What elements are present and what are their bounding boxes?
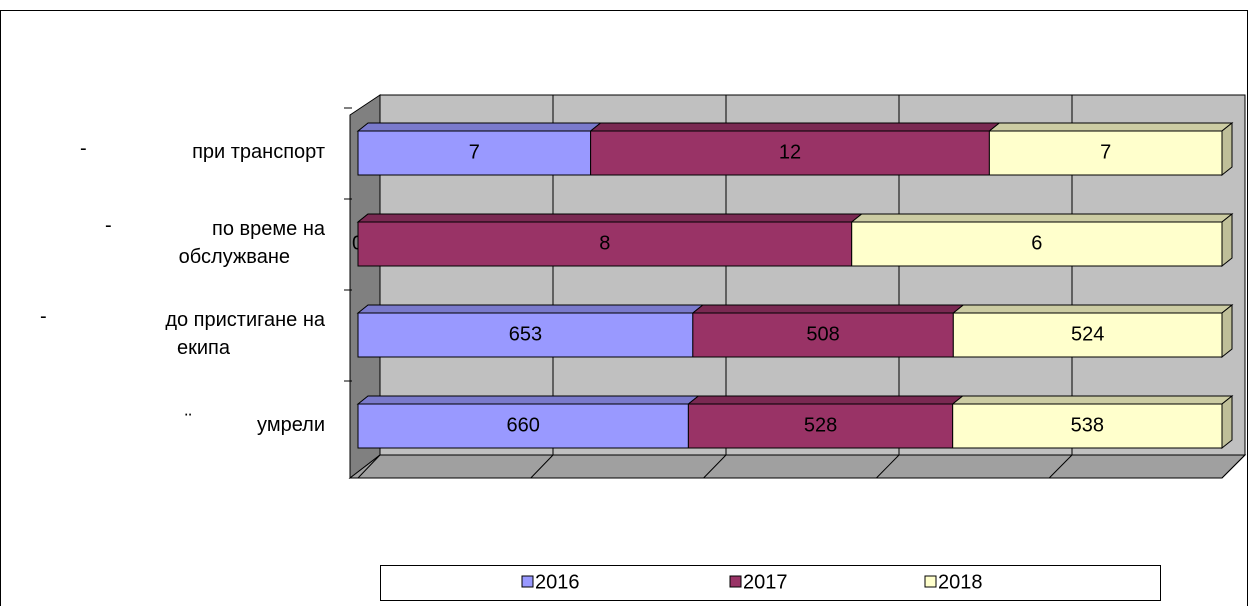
data-label: 528	[804, 414, 837, 436]
grid-line	[1048, 454, 1073, 479]
category-marker: -	[105, 214, 112, 236]
bar	[357, 221, 853, 267]
bar-end	[1221, 212, 1233, 268]
bar-top	[951, 304, 1234, 314]
legend-swatch	[924, 575, 937, 588]
bar-top	[356, 213, 864, 223]
data-label: 7	[469, 141, 480, 163]
bar-top	[356, 122, 603, 132]
grid-line	[1221, 454, 1246, 479]
bar	[687, 403, 954, 449]
bar-top	[850, 213, 1234, 223]
bar-top	[987, 122, 1234, 132]
y-tick-label: при транспорт	[192, 141, 325, 163]
bar	[357, 403, 689, 449]
y-tick-label: до пристигане на екипа	[165, 309, 326, 359]
data-label: 6	[1031, 232, 1042, 254]
legend-swatch	[521, 575, 534, 588]
data-label: 8	[599, 232, 610, 254]
grid-line	[876, 454, 900, 479]
data-label: 508	[806, 323, 839, 345]
y-tick-label: умрели	[257, 414, 325, 436]
bar-top	[691, 304, 965, 314]
bar-end	[1221, 121, 1233, 177]
legend-swatch	[729, 575, 742, 588]
data-label: 524	[1071, 323, 1104, 345]
floor	[348, 454, 1247, 479]
legend-label: 2016	[535, 571, 580, 593]
grid-line	[703, 454, 727, 479]
data-label: 12	[779, 141, 801, 163]
bar	[357, 312, 694, 358]
bar	[357, 130, 592, 176]
legend-label: 2017	[743, 571, 788, 593]
bar-top	[356, 395, 700, 405]
bar-top	[589, 122, 1001, 132]
bar-top	[356, 304, 705, 314]
y-tick-label: по време на обслужване	[179, 218, 326, 268]
category-marker: -	[80, 137, 87, 159]
bar	[851, 221, 1223, 267]
category-marker: -	[40, 305, 47, 327]
data-label: 660	[507, 414, 540, 436]
legend-box	[380, 565, 1161, 601]
bar-top	[686, 395, 965, 405]
grid-line	[357, 454, 381, 479]
bar-end	[1221, 394, 1233, 450]
bar-end	[1221, 303, 1233, 359]
legend-label: 2018	[938, 571, 983, 593]
data-label: 653	[509, 323, 542, 345]
bar-top	[951, 395, 1234, 405]
category-marker: ¨	[185, 410, 192, 432]
bar	[952, 403, 1223, 449]
data-label: 538	[1071, 414, 1104, 436]
grid-line	[530, 454, 554, 479]
data-label: 7	[1100, 141, 1111, 163]
